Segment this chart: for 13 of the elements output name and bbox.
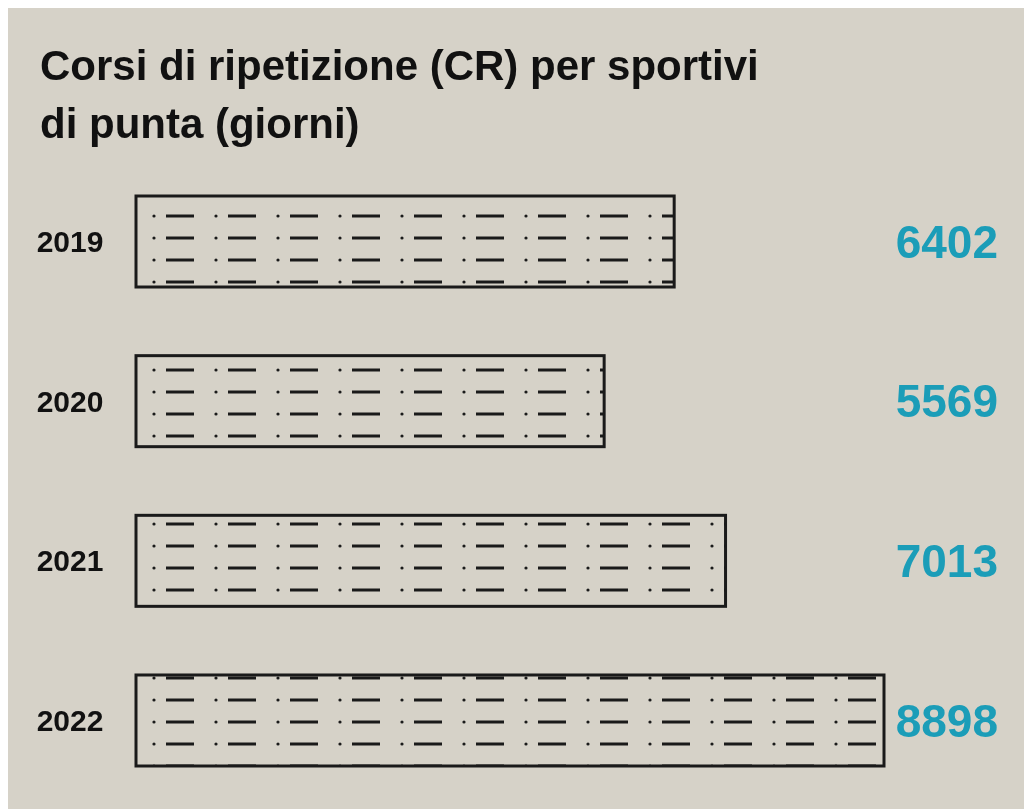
data-label: 6402 xyxy=(895,215,998,268)
y-tick-label: 2019 xyxy=(36,225,104,258)
bar xyxy=(134,354,606,449)
data-label: 7013 xyxy=(895,534,998,587)
bar xyxy=(134,513,728,608)
y-tick-label: 2021 xyxy=(36,544,104,578)
data-label: 5569 xyxy=(895,375,998,428)
data-label: 8898 xyxy=(895,694,998,747)
bar xyxy=(134,673,886,768)
bar xyxy=(134,194,676,289)
y-tick-label: 2022 xyxy=(36,704,104,737)
chart-title: Corsi di ripetizione (CR) per sportivi di punta (giorni) xyxy=(40,42,759,147)
y-tick-label: 2020 xyxy=(36,384,104,418)
